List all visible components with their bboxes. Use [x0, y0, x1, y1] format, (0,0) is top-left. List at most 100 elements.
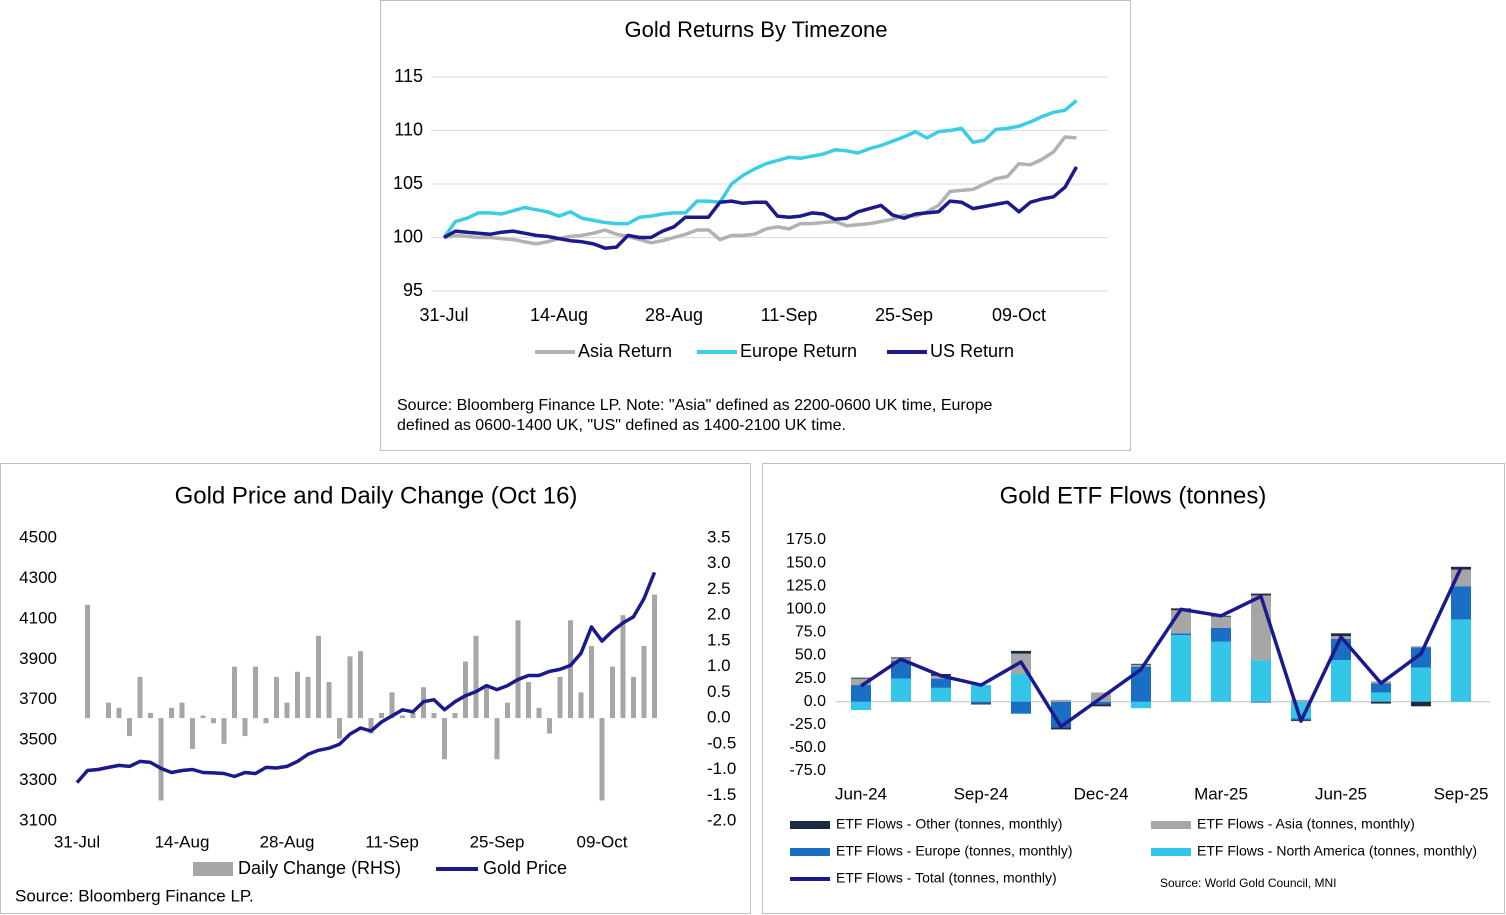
line-series [443, 166, 1079, 250]
y2-tick-label: 2.5 [707, 579, 731, 598]
bar-segment [1371, 701, 1391, 704]
bar-segment [1331, 633, 1351, 637]
bar [578, 692, 584, 719]
bar-segment [1331, 660, 1351, 702]
y2-tick-label: 0.0 [707, 708, 731, 727]
bar-segment [971, 701, 991, 704]
bar [169, 707, 174, 719]
y-tick-label: 4300 [19, 568, 57, 587]
y-tick-label: 4500 [19, 527, 57, 546]
bar-segment [1051, 699, 1071, 702]
bar-segment [1451, 586, 1471, 620]
y-tick-label: 100 [393, 226, 423, 246]
bar [620, 615, 626, 719]
bar [221, 718, 227, 744]
bar [452, 712, 458, 719]
y-tick-label: 75.0 [795, 624, 826, 641]
legend-swatch [790, 821, 830, 829]
legend-swatch [1151, 821, 1191, 829]
bar-segment [1251, 595, 1271, 661]
x-tick-label: 11-Sep [365, 832, 419, 851]
y-tick-label: 4100 [19, 608, 57, 627]
x-tick-label: 09-Oct [992, 305, 1046, 325]
legend-swatch [193, 862, 233, 876]
legend-label: Europe Return [740, 341, 857, 361]
bar [557, 676, 563, 719]
legend-label: ETF Flows - North America (tonnes, month… [1197, 843, 1477, 859]
bar [127, 718, 132, 737]
legend-label: ETF Flows - Total (tonnes, monthly) [836, 870, 1057, 886]
source-note: Source: Bloomberg Finance LP. Note: "Asi… [397, 397, 993, 414]
bar [337, 718, 342, 739]
bar [284, 702, 290, 719]
y-tick-label: -25.0 [790, 716, 827, 733]
bar-segment [1091, 701, 1111, 705]
bar [379, 712, 384, 719]
legend-label: Daily Change (RHS) [238, 858, 401, 878]
bar [326, 682, 332, 719]
bar [389, 692, 395, 719]
bar-segment [851, 701, 871, 711]
y2-tick-label: -2.0 [707, 810, 736, 829]
bar-segment [971, 685, 991, 702]
x-tick-label: 25-Sep [875, 305, 933, 325]
y2-tick-label: 1.5 [707, 630, 731, 649]
x-tick-label: Dec-24 [1074, 784, 1129, 803]
bar-segment [1171, 633, 1191, 636]
bar [473, 635, 479, 719]
bar [148, 712, 153, 719]
bar-segment [1131, 666, 1151, 702]
y-tick-label: 105 [393, 173, 423, 193]
bar [568, 620, 573, 719]
y-tick-label: 25.0 [795, 670, 826, 687]
chart-title: Gold Returns By Timezone [625, 17, 888, 42]
bar [158, 718, 164, 801]
y-tick-label: 100.0 [786, 601, 826, 618]
y-tick-label: 115 [394, 66, 423, 86]
legend-label: Gold Price [483, 858, 567, 878]
bar [410, 712, 416, 719]
y2-tick-label: 2.0 [707, 605, 731, 624]
bar [589, 646, 594, 719]
bar [358, 651, 363, 719]
bar-segment [1051, 727, 1071, 730]
source-note: Source: World Gold Council, MNI [1160, 876, 1337, 890]
bar [253, 666, 258, 719]
bar [242, 718, 248, 737]
legend-swatch [790, 848, 830, 856]
x-tick-label: 09-Oct [576, 832, 627, 851]
bar [263, 718, 269, 724]
bar [295, 671, 300, 719]
bar-segment [1411, 667, 1431, 702]
y2-tick-label: -1.0 [707, 759, 736, 778]
bar-segment [851, 685, 871, 702]
bar [431, 712, 437, 719]
y-tick-label: 3500 [19, 730, 57, 749]
bar-segment [1411, 647, 1431, 668]
legend-label: Asia Return [578, 341, 672, 361]
y-tick-label: 0.0 [804, 693, 826, 710]
bar-segment [931, 687, 951, 702]
y2-tick-label: -1.5 [707, 785, 736, 804]
y-tick-label: 175.0 [786, 531, 826, 548]
legend-label: ETF Flows - Asia (tonnes, monthly) [1197, 816, 1415, 832]
bar [305, 676, 311, 719]
bar-segment [1171, 635, 1191, 702]
bar-segment [1451, 619, 1471, 702]
bar-segment [891, 661, 911, 679]
line-series [860, 566, 1463, 729]
bar-segment [1291, 699, 1311, 702]
bar [106, 702, 111, 719]
bar [463, 661, 468, 719]
bar [179, 702, 185, 719]
x-tick-label: 14-Aug [155, 832, 210, 851]
bar-segment [1411, 646, 1431, 648]
bar-segment [971, 703, 991, 705]
y2-tick-label: 3.5 [707, 527, 731, 546]
bar-segment [1011, 701, 1031, 714]
bar [652, 594, 657, 719]
bar-segment [1211, 627, 1231, 642]
y-tick-label: 3700 [19, 689, 57, 708]
x-tick-label: 28-Aug [645, 305, 703, 325]
